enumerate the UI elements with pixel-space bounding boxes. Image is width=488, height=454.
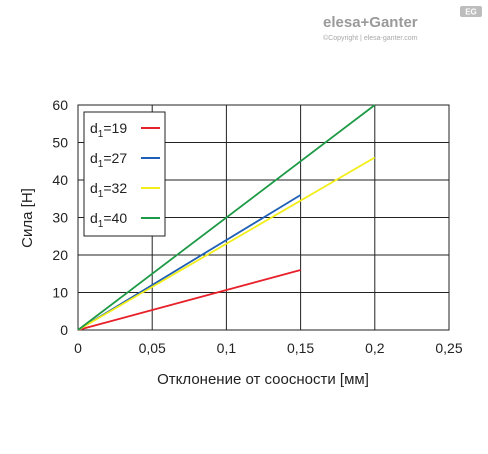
- y-tick-label: 30: [52, 210, 68, 226]
- y-tick-label: 40: [52, 172, 68, 188]
- series-line-d1=40: [77, 104, 376, 331]
- x-tick-label: 0,15: [287, 340, 314, 356]
- tick-labels: 0 0,05 0,1 0,15 0,2 0,25 0 10 20 30 40 50 60: [52, 97, 462, 356]
- y-tick-label: 50: [52, 135, 68, 151]
- series-line-d1=19: [77, 269, 301, 331]
- brand-badge: [460, 6, 482, 17]
- legend-label: d1=40: [90, 210, 127, 230]
- x-axis-title: Отклонение от соосности [мм]: [157, 371, 369, 388]
- brand-logo: elesa+Ganter EG ©Copyright | elesa-gante…: [323, 6, 482, 42]
- legend-label: d1=19: [90, 120, 127, 140]
- x-tick-label: 0,1: [217, 340, 237, 356]
- brand-logo-text: elesa+Ganter: [323, 14, 418, 31]
- legend-box: [83, 111, 166, 237]
- x-tick-label: 0,2: [365, 340, 385, 356]
- series-layer: [77, 104, 376, 331]
- x-tick-label: 0,05: [139, 340, 166, 356]
- legend-label: d1=27: [90, 150, 127, 170]
- copyright-text: ©Copyright | elesa-ganter.com: [323, 34, 418, 42]
- x-tick-label: 0,25: [435, 340, 462, 356]
- brand-badge-text: EG: [465, 8, 477, 17]
- y-tick-label: 0: [60, 322, 68, 338]
- y-tick-label: 60: [52, 97, 68, 113]
- x-tick-label: 0: [74, 340, 82, 356]
- series-line-d1=32: [77, 156, 376, 331]
- legend: d1=19 d1=27 d1=32 d1=40: [83, 111, 166, 237]
- y-axis-title: Сила [Н]: [19, 188, 36, 248]
- legend-label: d1=32: [90, 180, 127, 200]
- y-tick-label: 10: [52, 285, 68, 301]
- y-tick-label: 20: [52, 247, 68, 263]
